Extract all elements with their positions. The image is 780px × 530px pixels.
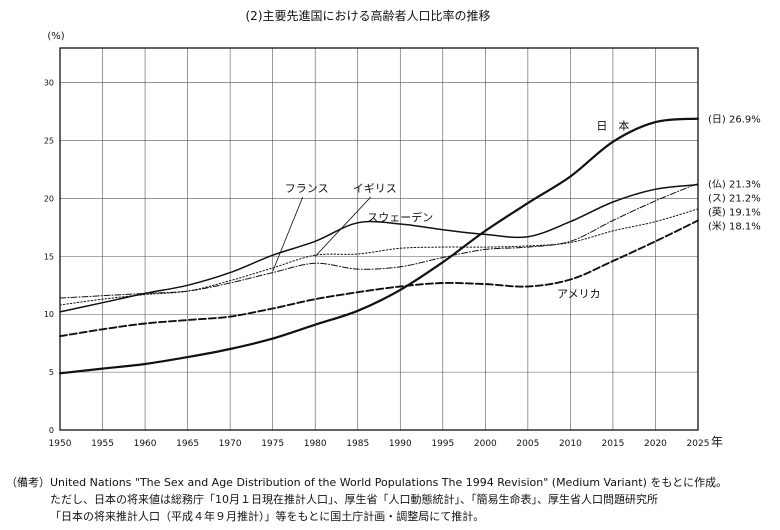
y-tick-label: 30: [44, 79, 54, 88]
x-tick-label: 2010: [559, 439, 582, 449]
annotation-label: 日 本: [596, 119, 629, 133]
x-tick-label: 1950: [49, 439, 72, 449]
notes: （備考）United Nations "The Sex and Age Dist…: [6, 474, 776, 525]
annotation-pointer: [314, 196, 372, 257]
series-line-1: [59, 182, 699, 299]
end-label-0: (日) 26.9%: [708, 115, 761, 126]
x-tick-label: 2015: [601, 439, 624, 449]
x-tick-label: 1960: [134, 439, 157, 449]
annotation-label: アメリカ: [557, 287, 600, 300]
x-tick-label: 1970: [219, 439, 242, 449]
grid: [60, 48, 698, 430]
x-tick-label: 2020: [644, 439, 667, 449]
chart-title: (2)主要先進国における高齢者人口比率の推移: [246, 8, 491, 23]
end-label-4: (米) 18.1%: [708, 219, 761, 232]
x-tick-label: 2005: [516, 439, 539, 449]
x-tick-label: 1980: [304, 439, 327, 449]
notes-line-2: ただし、日本の将来値は総務庁「10月１日現在推計人口」、厚生省「人口動態統計」、…: [50, 493, 658, 506]
annotation-pointer: [272, 196, 304, 272]
notes-label: （備考）: [6, 476, 50, 489]
end-label-3: (英) 19.1%: [708, 205, 761, 218]
y-tick-label: 10: [44, 310, 54, 319]
end-label-2: (ス) 21.2%: [708, 193, 761, 204]
y-tick-label: 15: [44, 252, 54, 261]
end-labels: (日) 26.9% (仏) 21.3% (ス) 21.2%(英) 19.1%(米) …: [708, 115, 761, 233]
notes-line-1: （備考）United Nations "The Sex and Age Dist…: [6, 474, 776, 491]
x-tick-label: 1975: [261, 439, 284, 449]
y-axis-label: (%): [47, 31, 64, 42]
series-lines: [58, 117, 700, 375]
x-tick-label: 1955: [91, 439, 114, 449]
end-label-1: (仏) 21.3%: [708, 178, 761, 190]
series-line-3: [59, 208, 699, 306]
y-tick-label: 0: [49, 426, 54, 435]
y-tick-label: 20: [44, 194, 54, 203]
plot-frame: [59, 47, 699, 431]
x-tick-label: 1990: [389, 439, 412, 449]
annotation-label: フランス: [285, 182, 329, 195]
annotation-label: イギリス: [353, 182, 397, 195]
notes-text-1: United Nations "The Sex and Age Distribu…: [50, 476, 728, 489]
x-tick-label: 1965: [176, 439, 199, 449]
x-tick-label: 2025: [687, 439, 710, 449]
y-tick-label: 5: [49, 368, 54, 377]
annotation-label: スウェーデン: [367, 210, 433, 224]
series-line-4: [59, 219, 699, 338]
x-axis-label: 年: [711, 435, 723, 449]
notes-line-3: 「日本の将来推計人口（平成４年９月推計）」等をもとに国土庁計画・調整局にて推計。: [50, 510, 485, 523]
series-line-2: [59, 183, 699, 313]
y-tick-label: 25: [44, 137, 54, 146]
x-tick-label: 2000: [474, 439, 497, 449]
series-line-0: [58, 117, 700, 375]
x-tick-label: 1985: [346, 439, 369, 449]
axis-ticks: 1950 1955 1960 1965 1970 1975 1980 1985 1990 1995…: [44, 79, 710, 449]
x-tick-label: 1995: [431, 439, 454, 449]
